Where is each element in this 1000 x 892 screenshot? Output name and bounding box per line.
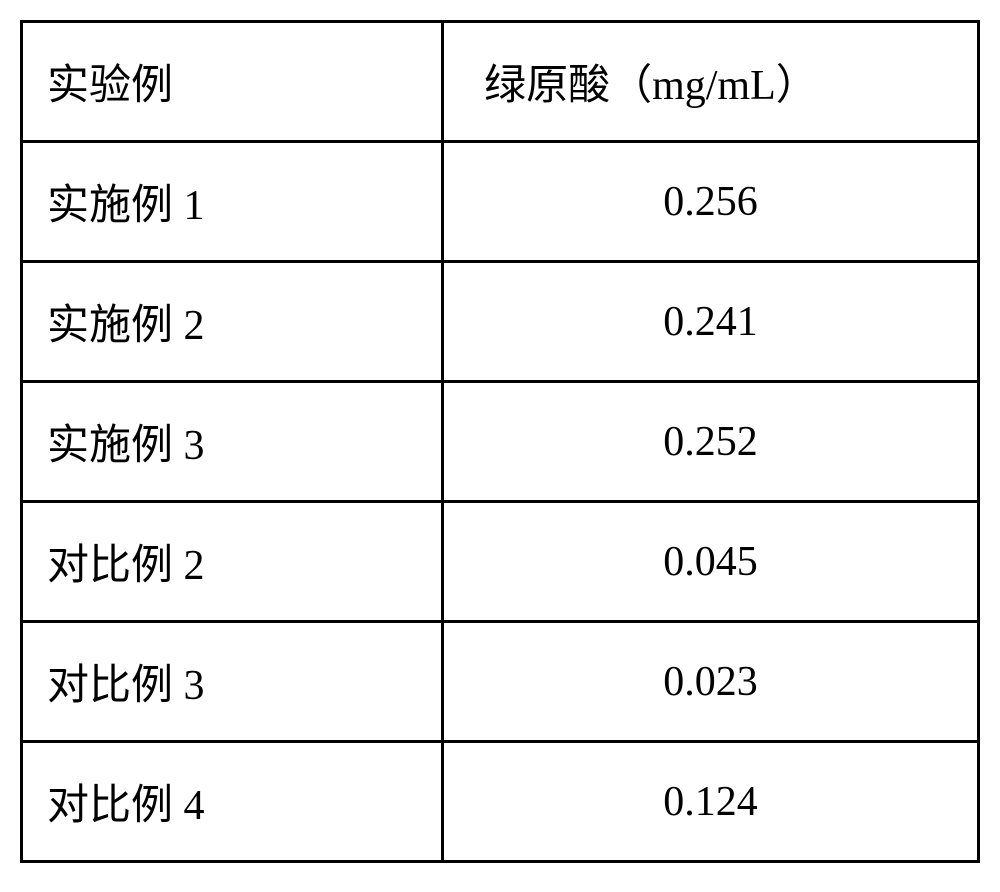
table-row: 实施例 1 0.256 (22, 142, 979, 262)
table-row: 对比例 2 0.045 (22, 502, 979, 622)
row-label: 对比例 4 (22, 742, 443, 862)
row-value: 0.124 (443, 742, 979, 862)
table-row: 实施例 2 0.241 (22, 262, 979, 382)
data-table: 实验例 绿原酸（mg/mL） 实施例 1 0.256 实施例 2 0.241 实… (20, 20, 980, 863)
table-row: 对比例 3 0.023 (22, 622, 979, 742)
row-label: 对比例 2 (22, 502, 443, 622)
row-label: 对比例 3 (22, 622, 443, 742)
data-table-container: 实验例 绿原酸（mg/mL） 实施例 1 0.256 实施例 2 0.241 实… (20, 20, 980, 863)
row-label: 实施例 3 (22, 382, 443, 502)
table-header-row: 实验例 绿原酸（mg/mL） (22, 22, 979, 142)
row-value: 0.252 (443, 382, 979, 502)
row-value: 0.256 (443, 142, 979, 262)
column-header-value: 绿原酸（mg/mL） (443, 22, 979, 142)
column-header-label: 实验例 (22, 22, 443, 142)
row-value: 0.241 (443, 262, 979, 382)
table-row: 实施例 3 0.252 (22, 382, 979, 502)
row-label: 实施例 2 (22, 262, 443, 382)
row-value: 0.045 (443, 502, 979, 622)
row-value: 0.023 (443, 622, 979, 742)
table-row: 对比例 4 0.124 (22, 742, 979, 862)
row-label: 实施例 1 (22, 142, 443, 262)
